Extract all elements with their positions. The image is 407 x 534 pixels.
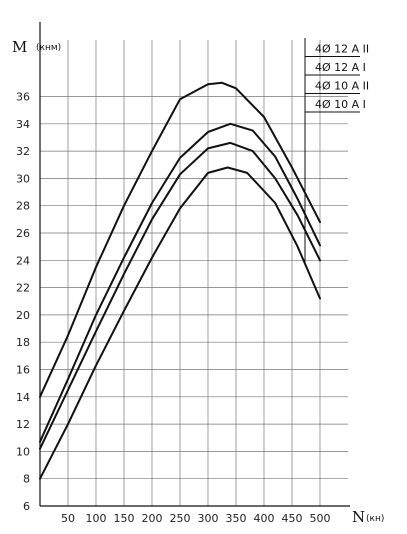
y-tick-label: 30 xyxy=(16,172,30,185)
y-tick-label: 8 xyxy=(23,473,30,486)
x-tick-label: 50 xyxy=(61,512,75,525)
y-tick-label: 6 xyxy=(23,500,30,513)
x-axis-unit: (кн) xyxy=(366,514,384,524)
x-tick-label: 200 xyxy=(142,512,163,525)
legend-label: 4Ø 12 A I xyxy=(315,61,366,74)
x-tick-label: 150 xyxy=(114,512,135,525)
y-axis-title: M xyxy=(12,38,27,56)
y-tick-label: 22 xyxy=(16,282,30,295)
y-tick-label: 26 xyxy=(16,227,30,240)
legend-label: 4Ø 10 A II xyxy=(315,80,369,93)
x-tick-label: 500 xyxy=(310,512,331,525)
series-line xyxy=(39,166,321,480)
y-axis-unit: (кнм) xyxy=(36,43,61,53)
y-tick-label: 10 xyxy=(16,445,30,458)
series-lines xyxy=(39,81,321,480)
y-tick-label: 28 xyxy=(16,200,30,213)
axes xyxy=(39,22,350,507)
x-tick-label: 250 xyxy=(170,512,191,525)
y-tick-label: 34 xyxy=(16,118,30,131)
y-tick-label: 16 xyxy=(16,364,30,377)
x-tick-labels: 50 100 150 200 250 300 350 400 450 500 xyxy=(61,512,331,525)
x-tick-label: 450 xyxy=(282,512,303,525)
y-tick-label: 20 xyxy=(16,309,30,322)
y-tick-labels: 6 8 10 12 14 16 18 20 22 24 26 28 30 32 34 36 xyxy=(16,91,30,514)
series-line xyxy=(39,122,321,443)
y-tick-label: 24 xyxy=(16,254,30,267)
legend-label: 4Ø 12 A II xyxy=(315,43,369,56)
y-tick-label: 32 xyxy=(16,145,30,158)
y-tick-label: 36 xyxy=(16,91,30,104)
y-tick-label: 12 xyxy=(16,418,30,431)
series-line xyxy=(39,81,321,398)
x-tick-label: 350 xyxy=(226,512,247,525)
x-axis-title: N xyxy=(352,508,365,526)
x-tick-label: 100 xyxy=(86,512,107,525)
x-tick-label: 400 xyxy=(254,512,275,525)
grid xyxy=(40,40,348,507)
legend: 4Ø 12 A II 4Ø 12 A I 4Ø 10 A II 4Ø 10 A I xyxy=(304,38,369,262)
x-tick-label: 300 xyxy=(198,512,219,525)
legend-label: 4Ø 10 A I xyxy=(315,98,366,111)
series-line xyxy=(39,141,321,450)
y-tick-label: 18 xyxy=(16,336,30,349)
y-tick-label: 14 xyxy=(16,391,30,404)
